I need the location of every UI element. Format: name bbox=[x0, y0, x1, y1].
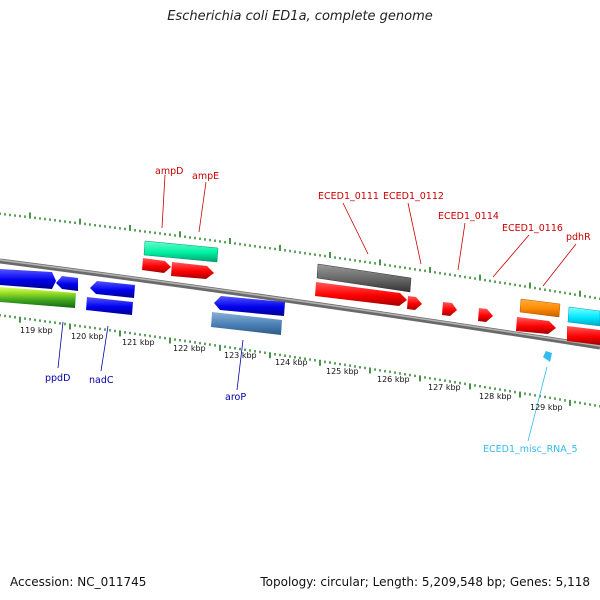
reverse-gene-band-nadC[interactable] bbox=[86, 297, 133, 315]
tick-label-120: 120 kbp bbox=[71, 332, 104, 341]
forward-gene-pdhR[interactable] bbox=[516, 317, 556, 334]
reverse-gene-band-aroP[interactable] bbox=[211, 312, 282, 335]
label-ECED1_0114[interactable]: ECED1_0114 bbox=[438, 211, 499, 222]
label-leaders bbox=[57, 174, 577, 442]
label-aroP[interactable]: aroP bbox=[225, 392, 246, 403]
label-ECED1_0112[interactable]: ECED1_0112 bbox=[383, 191, 444, 202]
reverse-gene-left-edge[interactable] bbox=[0, 269, 56, 289]
forward-gene-ampD[interactable] bbox=[142, 258, 171, 273]
reverse-gene-ppdD[interactable] bbox=[56, 276, 78, 291]
tick-label-124: 124 kbp bbox=[275, 358, 308, 367]
label-ECED1_misc_RNA_5[interactable]: ECED1_misc_RNA_5 bbox=[483, 444, 578, 455]
forward-gene-band-ECED1_0116[interactable] bbox=[519, 298, 561, 318]
tick-label-126: 126 kbp bbox=[377, 375, 410, 384]
tick-label-125: 125 kbp bbox=[326, 367, 359, 376]
tick-label-122: 122 kbp bbox=[173, 344, 206, 353]
forward-gene-ECED1_0111[interactable] bbox=[315, 282, 407, 306]
forward-gene-ECED1_0112[interactable] bbox=[407, 296, 422, 310]
forward-gene-band-pdhR[interactable] bbox=[567, 306, 600, 327]
tick-label-127: 127 kbp bbox=[428, 383, 461, 392]
reverse-gene-band-ppdD[interactable] bbox=[0, 287, 76, 308]
label-nadC[interactable]: nadC bbox=[89, 375, 114, 386]
tick-label-129: 129 kbp bbox=[530, 403, 563, 412]
position-tick-labels: 119 kbp 120 kbp 121 kbp 122 kbp 123 kbp … bbox=[20, 326, 563, 412]
forward-gene-edge[interactable] bbox=[567, 326, 600, 345]
label-pdhR[interactable]: pdhR bbox=[566, 232, 591, 243]
label-ECED1_0111[interactable]: ECED1_0111 bbox=[318, 191, 379, 202]
reverse-gene-aroP[interactable] bbox=[214, 296, 285, 316]
label-ECED1_0116[interactable]: ECED1_0116 bbox=[502, 223, 563, 234]
footer-stats: Topology: circular; Length: 5,209,548 bp… bbox=[260, 575, 590, 589]
label-ampE[interactable]: ampE bbox=[192, 171, 219, 182]
forward-gene-ECED1_0116[interactable] bbox=[478, 308, 493, 322]
map-title: Escherichia coli ED1a, complete genome bbox=[167, 9, 433, 24]
forward-gene-band-ECED1_0111[interactable] bbox=[316, 263, 412, 293]
reverse-strand-tick-ring bbox=[0, 314, 600, 408]
forward-gene-ampE[interactable] bbox=[171, 262, 214, 279]
forward-gene-ampD-band[interactable] bbox=[143, 240, 219, 263]
tick-label-128: 128 kbp bbox=[479, 392, 512, 401]
label-ppdD[interactable]: ppdD bbox=[45, 373, 70, 384]
gene-labels: ampD ampE ECED1_0111 ECED1_0112 ECED1_01… bbox=[45, 166, 591, 455]
tick-label-119: 119 kbp bbox=[20, 326, 53, 335]
tick-label-121: 121 kbp bbox=[122, 338, 155, 347]
reverse-gene-nadC[interactable] bbox=[90, 281, 135, 298]
forward-gene-ECED1_0114[interactable] bbox=[442, 302, 457, 316]
tick-label-123: 123 kbp bbox=[224, 351, 257, 360]
genome-backbone bbox=[0, 258, 600, 350]
label-ampD[interactable]: ampD bbox=[155, 166, 183, 177]
footer-accession: Accession: NC_011745 bbox=[10, 575, 147, 589]
forward-strand-tick-ring bbox=[0, 212, 600, 300]
reverse-gene-misc-rna[interactable] bbox=[543, 351, 552, 362]
